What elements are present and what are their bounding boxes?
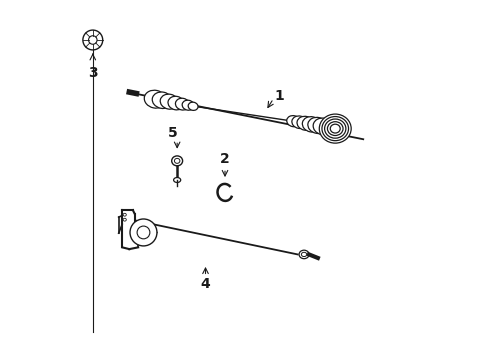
Text: 1: 1 bbox=[273, 89, 283, 103]
Ellipse shape bbox=[312, 118, 332, 135]
Ellipse shape bbox=[123, 213, 126, 216]
Text: 2: 2 bbox=[220, 152, 229, 166]
Ellipse shape bbox=[302, 117, 320, 132]
Ellipse shape bbox=[329, 124, 340, 133]
Ellipse shape bbox=[327, 122, 343, 135]
Ellipse shape bbox=[123, 218, 126, 221]
Ellipse shape bbox=[160, 94, 178, 109]
Ellipse shape bbox=[137, 226, 149, 239]
Ellipse shape bbox=[307, 117, 326, 134]
Ellipse shape bbox=[299, 250, 308, 259]
Ellipse shape bbox=[171, 156, 182, 166]
Ellipse shape bbox=[301, 252, 306, 257]
Ellipse shape bbox=[152, 92, 172, 108]
Text: 3: 3 bbox=[88, 66, 98, 80]
Ellipse shape bbox=[286, 116, 300, 127]
Ellipse shape bbox=[319, 114, 350, 143]
Ellipse shape bbox=[175, 98, 189, 110]
Ellipse shape bbox=[173, 177, 181, 183]
Ellipse shape bbox=[144, 90, 166, 108]
Ellipse shape bbox=[324, 119, 345, 138]
Ellipse shape bbox=[321, 117, 348, 141]
Ellipse shape bbox=[88, 36, 97, 44]
Ellipse shape bbox=[188, 102, 198, 111]
Ellipse shape bbox=[168, 96, 184, 110]
Ellipse shape bbox=[82, 30, 102, 50]
Text: 5: 5 bbox=[168, 126, 178, 140]
Ellipse shape bbox=[291, 116, 306, 129]
Ellipse shape bbox=[296, 116, 313, 130]
Text: 4: 4 bbox=[200, 277, 210, 291]
Ellipse shape bbox=[174, 158, 180, 163]
Ellipse shape bbox=[182, 100, 194, 110]
Ellipse shape bbox=[130, 219, 157, 246]
